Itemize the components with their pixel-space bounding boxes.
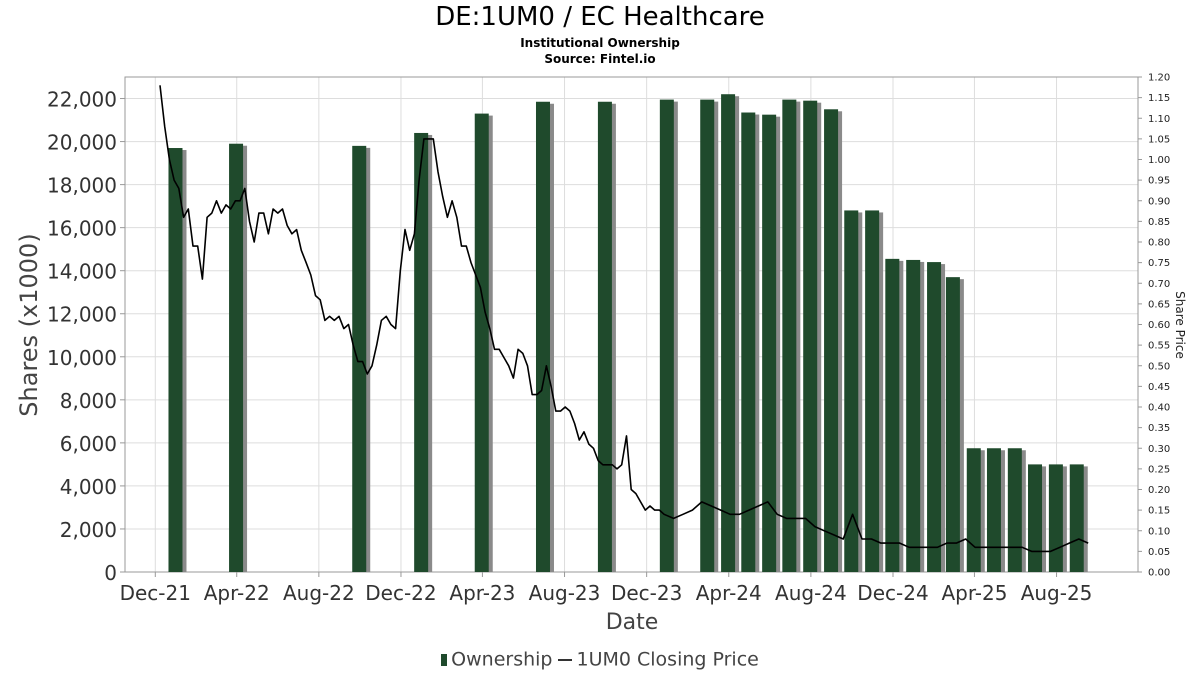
- ownership-bar: [762, 114, 777, 573]
- ownership-bar: [906, 259, 921, 572]
- y2-tick-label: 0.10: [1148, 526, 1170, 537]
- y-axis-right: 0.00 0.05 0.10 0.15 0.20 0.25 0.30 0.35 0.40 0.45…: [1138, 73, 1170, 579]
- chart-subtitle-source: Source: Fintel.io: [544, 52, 656, 66]
- x-axis-title: Date: [606, 610, 659, 635]
- y2-tick-label: 0.20: [1148, 485, 1170, 496]
- x-tick-label: Dec-22: [365, 581, 436, 605]
- ownership-bar: [844, 210, 859, 572]
- y2-tick-label: 0.75: [1148, 258, 1170, 269]
- plot-frame: [124, 76, 1139, 573]
- y2-tick-label: 0.05: [1148, 547, 1170, 558]
- y2-tick-label: 1.05: [1148, 134, 1170, 145]
- y-tick-label: 22,000: [47, 88, 117, 112]
- y-tick-label: 2,000: [60, 518, 117, 542]
- legend-swatch-ownership: [441, 653, 448, 666]
- ownership-bar: [927, 262, 942, 572]
- ownership-bar: [229, 143, 244, 572]
- y-axis-title: Shares (x1000): [15, 233, 43, 416]
- ownership-bar: [1048, 464, 1063, 572]
- ownership-bar: [721, 94, 736, 572]
- ownership-bar: [535, 101, 550, 572]
- y-axis-left: 0 2,000 4,000 6,000 8,000 10,000 12,000 14,000 1…: [47, 88, 125, 585]
- ownership-bar: [782, 99, 797, 572]
- y2-tick-label: 0.85: [1148, 217, 1170, 228]
- x-axis: Dec-21 Apr-22 Aug-22 Dec-22 Apr-23 Aug-23 Dec-…: [120, 572, 1093, 605]
- ownership-bar: [885, 258, 900, 572]
- y-tick-label: 4,000: [60, 475, 117, 499]
- ownership-bar: [474, 113, 489, 572]
- y2-tick-label: 1.15: [1148, 93, 1170, 104]
- x-tick-label: Apr-25: [941, 581, 1007, 605]
- ownership-bar: [1069, 464, 1084, 572]
- y-tick-label: 20,000: [47, 131, 117, 155]
- y-tick-label: 8,000: [60, 389, 117, 413]
- y2-tick-label: 0.35: [1148, 423, 1170, 434]
- grid-lines: [125, 77, 1138, 573]
- ownership-bar: [414, 132, 429, 572]
- ownership-bar: [168, 148, 183, 573]
- x-tick-label: Apr-22: [204, 581, 270, 605]
- y2-tick-label: 0.55: [1148, 341, 1170, 352]
- y2-tick-label: 1.20: [1148, 73, 1170, 84]
- y2-tick-label: 0.90: [1148, 196, 1170, 207]
- chart-title: DE:1UM0 / EC Healthcare: [435, 2, 765, 32]
- x-tick-label: Aug-25: [1021, 581, 1093, 605]
- y2-tick-label: 0.60: [1148, 320, 1170, 331]
- legend-label-price: 1UM0 Closing Price: [576, 648, 759, 671]
- ownership-bar: [1028, 464, 1043, 572]
- price-line-group: [159, 85, 1089, 553]
- y-tick-label: 6,000: [60, 432, 117, 456]
- y-tick-label: 16,000: [47, 217, 117, 241]
- y-tick-label: 0: [104, 561, 117, 585]
- y2-tick-label: 0.30: [1148, 444, 1170, 455]
- ownership-bar: [741, 112, 756, 573]
- y2-tick-label: 1.00: [1148, 155, 1170, 166]
- ownership-bar: [659, 99, 674, 572]
- x-tick-label: Dec-24: [857, 581, 928, 605]
- legend-label-ownership: Ownership: [451, 648, 553, 671]
- ownership-bar: [700, 99, 715, 572]
- y2-tick-label: 0.50: [1148, 361, 1170, 372]
- y2-tick-label: 1.10: [1148, 114, 1170, 125]
- ownership-bar: [986, 448, 1001, 572]
- y2-tick-label: 0.40: [1148, 403, 1170, 414]
- legend: Ownership 1UM0 Closing Price: [0, 648, 1200, 671]
- y2-tick-label: 0.70: [1148, 279, 1170, 290]
- y2-tick-label: 0.80: [1148, 238, 1170, 249]
- ownership-bar: [824, 109, 839, 573]
- ownership-bars: [168, 94, 1088, 573]
- x-tick-label: Dec-21: [120, 581, 191, 605]
- x-tick-label: Aug-24: [775, 581, 847, 605]
- y2-tick-label: 0.95: [1148, 176, 1170, 187]
- x-tick-label: Aug-22: [283, 581, 355, 605]
- chart-subtitle-ownership: Institutional Ownership: [520, 36, 680, 50]
- y2-tick-label: 0.65: [1148, 299, 1170, 310]
- x-tick-label: Apr-23: [449, 581, 515, 605]
- y-tick-label: 10,000: [47, 346, 117, 370]
- y-tick-label: 18,000: [47, 174, 117, 198]
- ownership-bar: [803, 100, 818, 572]
- ownership-bar: [945, 277, 960, 572]
- ownership-bar: [865, 210, 880, 572]
- y2-tick-label: 0.15: [1148, 506, 1170, 517]
- y2-tick-label: 0.00: [1148, 568, 1170, 579]
- y2-tick-label: 0.45: [1148, 382, 1170, 393]
- x-tick-label: Dec-23: [611, 581, 682, 605]
- x-tick-label: Aug-23: [529, 581, 601, 605]
- y-tick-label: 12,000: [47, 303, 117, 327]
- ownership-bar: [597, 101, 612, 572]
- x-tick-label: Apr-24: [696, 581, 762, 605]
- ownership-bar: [1007, 448, 1022, 572]
- price-line: [159, 85, 1089, 553]
- y2-axis-title: Share Price: [1173, 291, 1187, 359]
- ownership-bar: [352, 145, 367, 572]
- legend-swatch-price: [558, 658, 573, 661]
- ownership-bar: [966, 448, 981, 572]
- y-tick-label: 14,000: [47, 260, 117, 284]
- y2-tick-label: 0.25: [1148, 464, 1170, 475]
